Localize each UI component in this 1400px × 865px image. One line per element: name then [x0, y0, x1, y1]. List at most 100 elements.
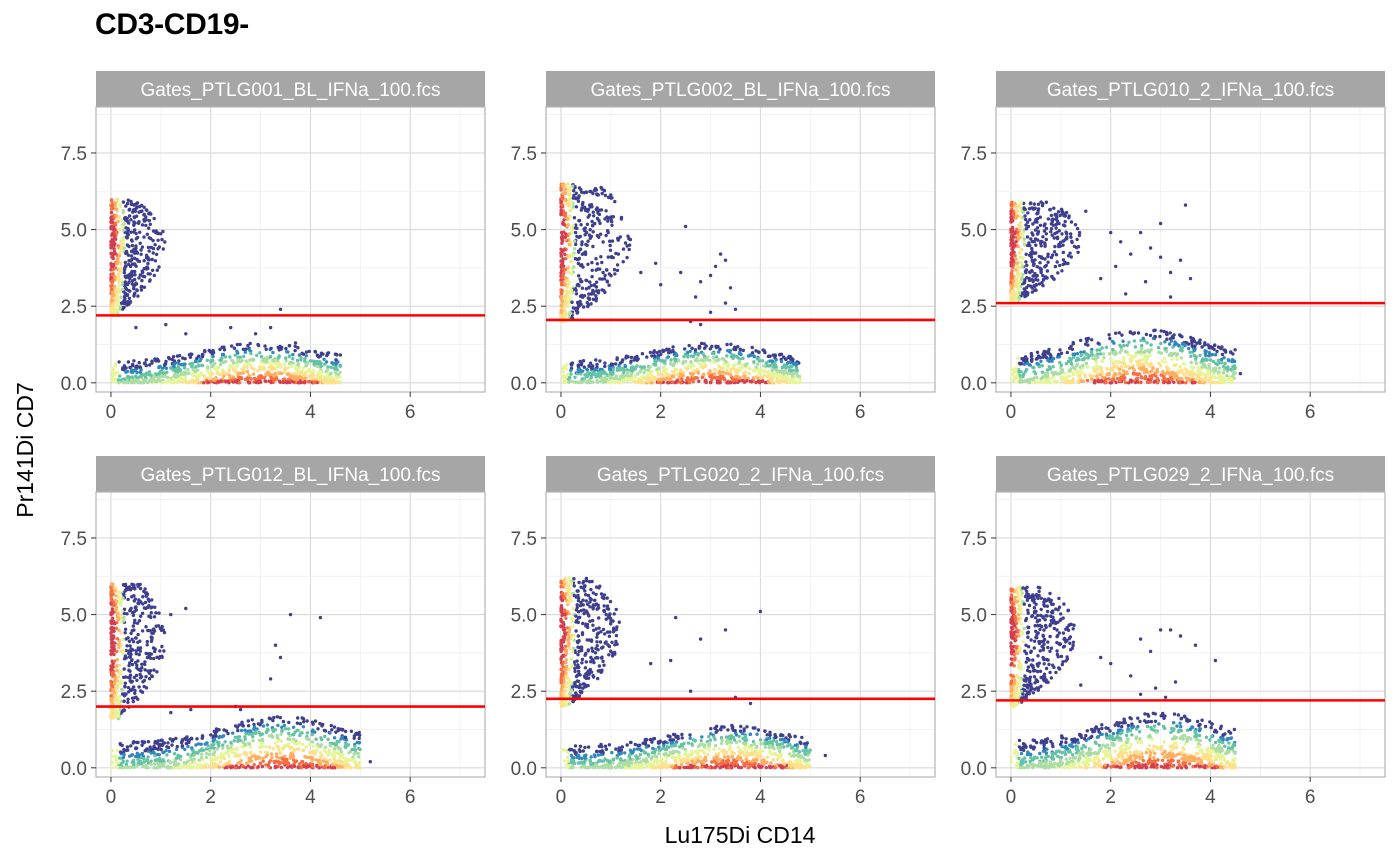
hexbin-point: [1019, 261, 1024, 265]
hexbin-point: [1043, 353, 1047, 357]
hexbin-point: [614, 362, 618, 366]
hexbin-point: [110, 299, 114, 303]
hexbin-point: [1041, 283, 1045, 288]
hexbin-point: [687, 381, 692, 385]
hexbin-point: [1175, 357, 1179, 362]
hexbin-point: [232, 346, 237, 350]
hexbin-point: [698, 322, 703, 327]
hexbin-point: [259, 741, 264, 746]
hexbin-point: [585, 278, 589, 283]
hexbin-point: [671, 375, 676, 379]
hexbin-point: [277, 379, 282, 383]
hexbin-point: [1213, 376, 1218, 380]
hexbin-point: [1049, 354, 1053, 358]
hexbin-point: [299, 356, 303, 360]
hexbin-point: [112, 243, 116, 248]
hexbin-point: [661, 349, 665, 353]
hexbin-point: [1060, 368, 1065, 372]
hexbin-point: [155, 268, 159, 272]
hexbin-point: [190, 361, 195, 365]
hexbin-point: [1214, 353, 1218, 357]
hexbin-point: [167, 378, 171, 382]
hexbin-point: [110, 748, 115, 753]
hexbin-point: [1119, 376, 1123, 380]
hexbin-point: [1048, 367, 1053, 371]
hexbin-point: [670, 380, 674, 384]
hexbin-point: [700, 375, 704, 380]
hexbin-point: [337, 375, 342, 379]
hexbin-point: [1191, 337, 1196, 342]
hexbin-point: [621, 247, 626, 251]
hexbin-point: [605, 279, 609, 283]
hexbin-point: [642, 365, 646, 369]
hexbin-point: [125, 243, 130, 247]
hexbin-point: [584, 190, 588, 194]
hexbin-point: [284, 356, 288, 360]
hexbin-point: [207, 752, 212, 757]
hexbin-point: [1034, 243, 1038, 247]
hexbin-point: [1031, 279, 1035, 284]
hexbin-point: [122, 270, 127, 275]
hexbin-point: [569, 259, 573, 264]
hexbin-point: [294, 742, 299, 746]
hexbin-point: [130, 243, 135, 248]
hexbin-point: [109, 287, 114, 292]
hexbin-point: [629, 355, 634, 360]
hexbin-point: [243, 377, 247, 381]
hexbin-point: [132, 223, 136, 227]
x-tick-label: 6: [405, 402, 416, 423]
hexbin-point: [1019, 247, 1024, 252]
hexbin-point: [1052, 277, 1056, 281]
hexbin-point: [1065, 231, 1069, 236]
hexbin-point: [1036, 380, 1040, 385]
hexbin-point: [581, 369, 585, 373]
hexbin-point: [729, 342, 733, 346]
hexbin-point: [343, 729, 348, 734]
hexbin-point: [1171, 336, 1176, 340]
hexbin-point: [164, 322, 168, 327]
hexbin-point: [334, 360, 338, 365]
hexbin-point: [297, 353, 302, 357]
hexbin-point: [268, 759, 272, 763]
hexbin-point: [1163, 340, 1167, 344]
hexbin-point: [1126, 352, 1130, 357]
hexbin-point: [142, 212, 146, 217]
hexbin-point: [1200, 377, 1204, 381]
hexbin-point: [190, 352, 194, 356]
hexbin-point: [752, 367, 757, 371]
facet-strip: [546, 71, 935, 107]
hexbin-point: [1159, 373, 1163, 377]
hexbin-point: [311, 368, 316, 373]
hexbin-point: [1090, 353, 1094, 357]
hexbin-point: [1022, 243, 1027, 247]
hexbin-point: [1010, 373, 1014, 377]
hexbin-point: [151, 246, 156, 251]
hexbin-point: [109, 276, 113, 280]
hexbin-point: [1191, 369, 1195, 373]
hexbin-point: [128, 365, 132, 370]
hexbin-point: [273, 741, 278, 745]
hexbin-point: [110, 273, 115, 277]
hexbin-point: [132, 286, 136, 291]
hexbin-point: [326, 737, 330, 742]
hexbin-point: [124, 204, 128, 208]
hexbin-point: [1050, 233, 1054, 237]
hexbin-point: [349, 729, 354, 733]
hexbin-point: [1172, 363, 1177, 367]
hexbin-point: [1069, 235, 1073, 239]
hexbin-point: [623, 241, 628, 245]
hexbin-point: [1141, 358, 1145, 362]
hexbin-point: [619, 215, 624, 220]
hexbin-point: [789, 377, 793, 381]
hexbin-point: [131, 362, 135, 367]
hexbin-point: [123, 264, 128, 268]
hexbin-point: [1068, 374, 1072, 378]
hexbin-point: [1156, 377, 1160, 381]
hexbin-point: [1035, 350, 1040, 354]
hexbin-point: [214, 734, 218, 738]
hexbin-point: [567, 270, 571, 274]
hexbin-point: [129, 230, 133, 234]
hexbin-point: [663, 378, 668, 382]
hexbin-point: [274, 752, 279, 756]
hexbin-point: [642, 371, 646, 375]
